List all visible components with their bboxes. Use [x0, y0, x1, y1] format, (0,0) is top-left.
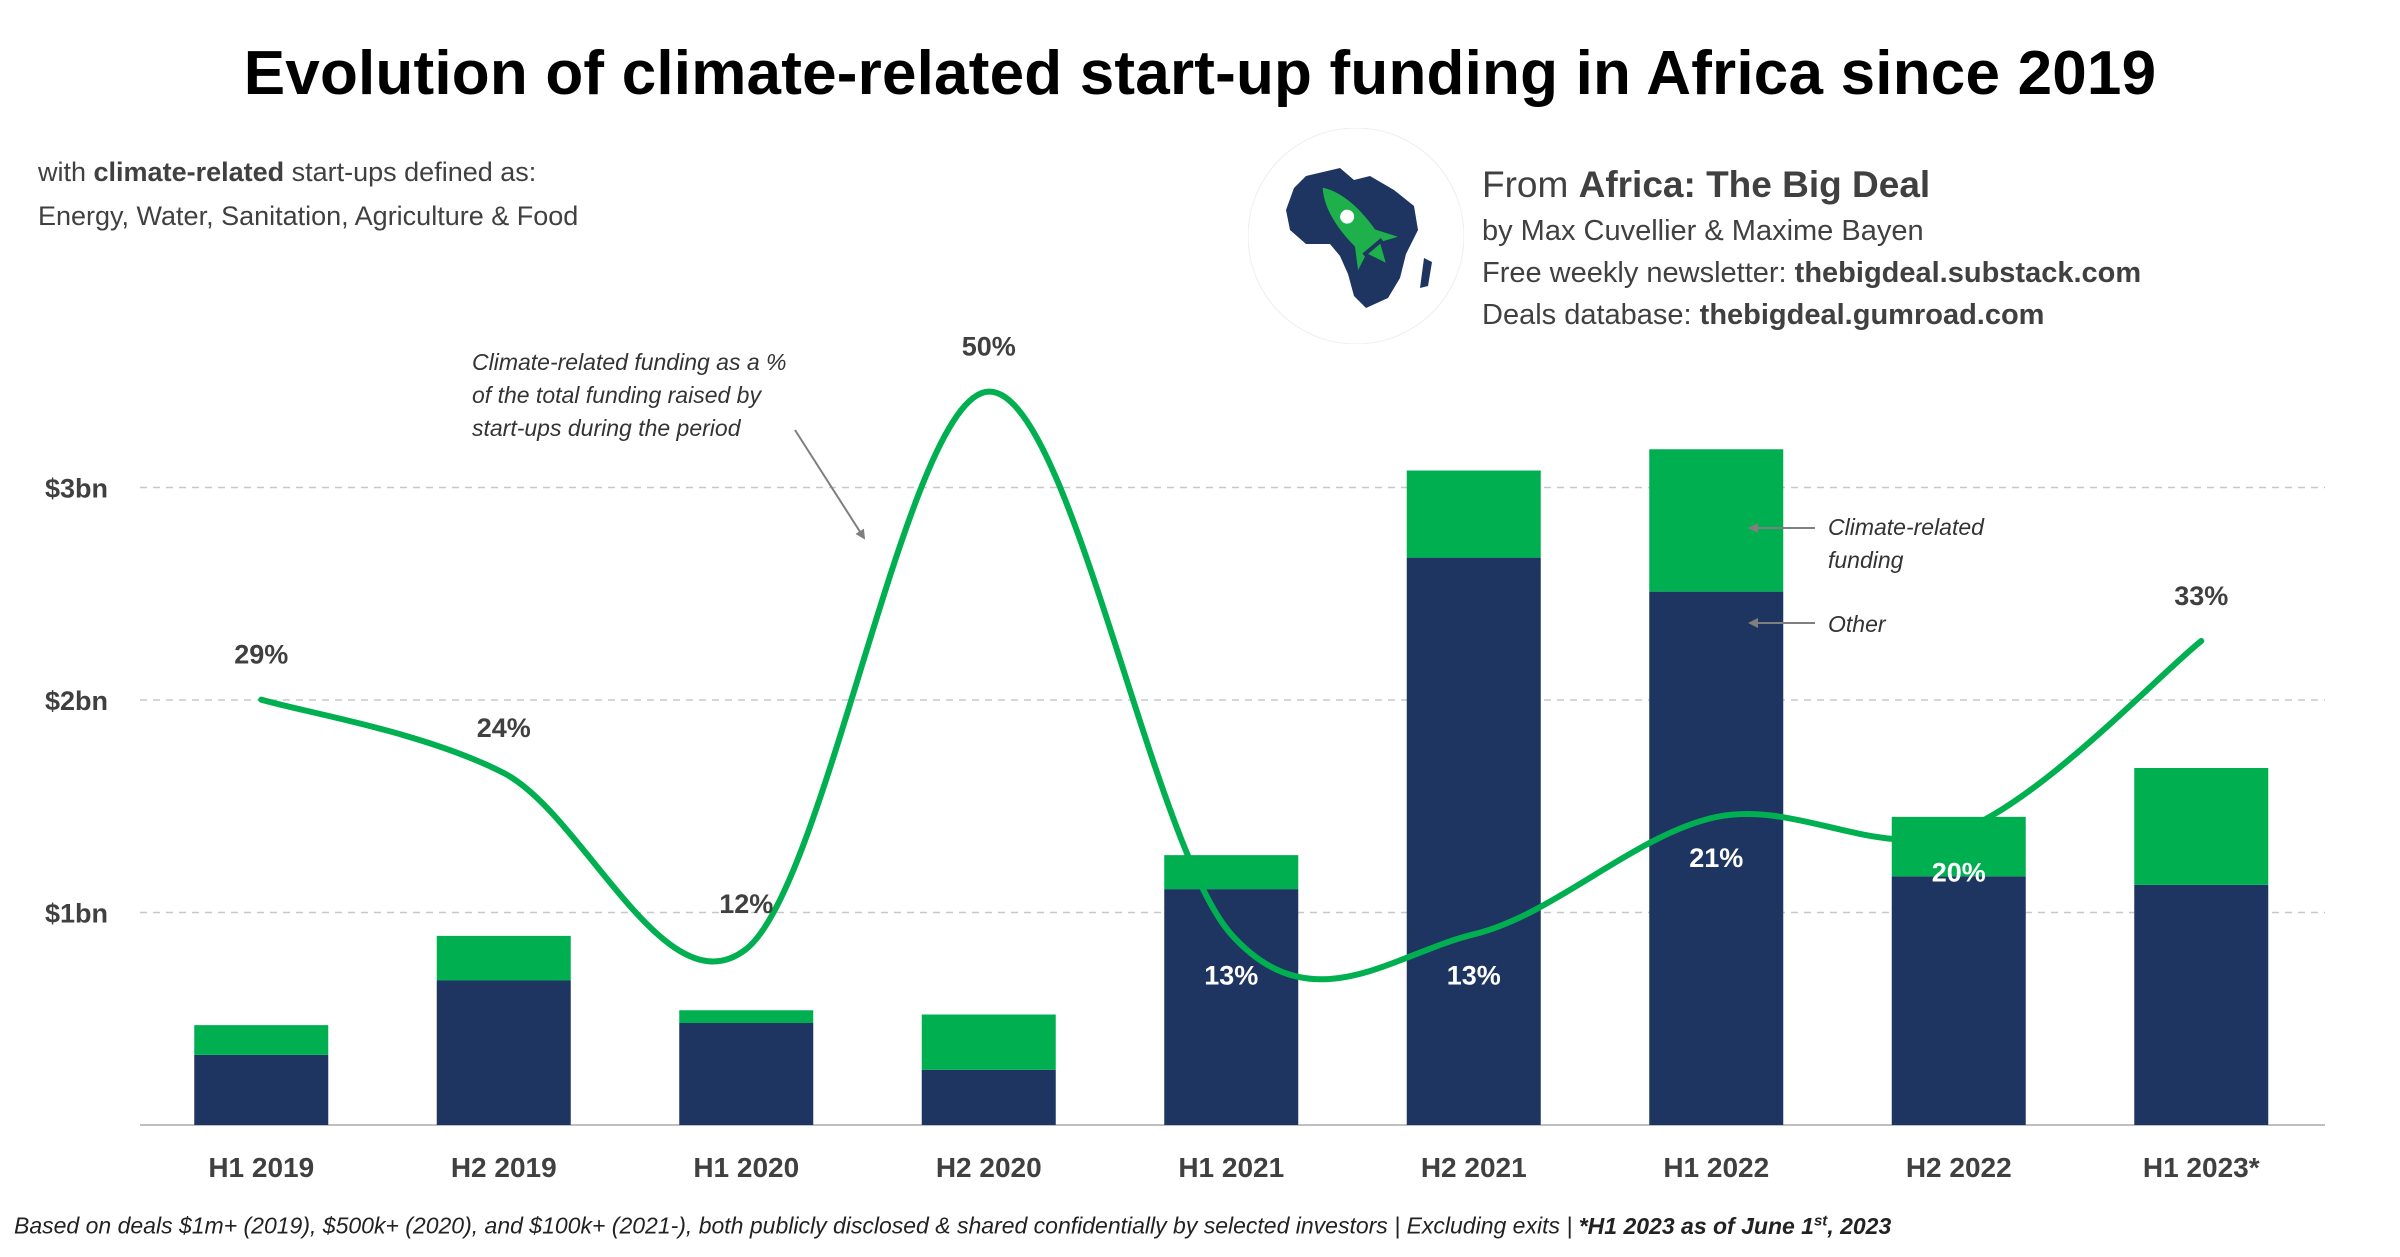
newsletter-link[interactable]: thebigdeal.substack.com — [1794, 257, 2142, 289]
percent-label: 21% — [1689, 843, 1743, 873]
subtitle-bold: climate-related — [93, 157, 285, 187]
bar-climate — [679, 1010, 814, 1023]
x-tick-label: H1 2020 — [693, 1152, 799, 1183]
footnote: Based on deals $1m+ (2019), $500k+ (2020… — [14, 1212, 1892, 1239]
annotation-line-note-2: of the total funding raised by — [472, 382, 762, 408]
source-name: Africa: The Big Deal — [1578, 164, 1931, 205]
source-authors: by Max Cuvellier & Maxime Bayen — [1482, 215, 1924, 247]
footnote-bold: *H1 2023 as of June 1st, 2023 — [1578, 1212, 1892, 1239]
annotation-line-note-3: start-ups during the period — [472, 415, 742, 441]
bar-other — [921, 1069, 1056, 1125]
bar-other — [679, 1023, 814, 1125]
annotation-line-arrow — [794, 429, 866, 540]
annotation-line-note-1: Climate-related funding as a % — [472, 349, 787, 375]
percent-label: 13% — [1447, 960, 1501, 990]
bar-climate — [2134, 768, 2269, 885]
bar-climate — [1164, 855, 1299, 890]
source-block: From Africa: The Big Deal by Max Cuvelli… — [1482, 164, 2142, 331]
percent-label: 50% — [962, 332, 1016, 362]
x-tick-label: H2 2019 — [451, 1152, 557, 1183]
x-tick-label: H2 2020 — [936, 1152, 1042, 1183]
x-tick-label: H1 2019 — [208, 1152, 314, 1183]
africa-rocket-icon — [1248, 128, 1464, 344]
y-tick-label: $2bn — [45, 686, 108, 716]
bar-climate — [921, 1014, 1056, 1070]
x-tick-label: H2 2021 — [1421, 1152, 1527, 1183]
y-tick-label: $3bn — [45, 474, 108, 504]
annotation-other: Other — [1828, 611, 1887, 637]
bar-other — [194, 1054, 329, 1125]
bar-other — [1649, 591, 1784, 1125]
bar-climate — [1406, 470, 1541, 558]
percent-label: 33% — [2174, 581, 2228, 611]
y-tick-label: $1bn — [45, 899, 108, 929]
percent-label: 24% — [477, 713, 531, 743]
bar-climate — [436, 935, 571, 981]
bar-other — [1406, 557, 1541, 1125]
percentage-line — [258, 388, 2205, 983]
annotation-climate-2: funding — [1828, 547, 1904, 573]
percent-label: 12% — [719, 889, 773, 919]
x-tick-label: H1 2022 — [1663, 1152, 1769, 1183]
bar-climate — [1649, 449, 1784, 592]
bar-climate — [1891, 816, 2026, 877]
percent-label: 29% — [234, 640, 288, 670]
chart-title: Evolution of climate-related start-up fu… — [243, 39, 2157, 108]
bar-other — [436, 980, 571, 1125]
x-tick-label: H2 2022 — [1906, 1152, 2012, 1183]
bar-other — [1164, 889, 1299, 1125]
subtitle-line2: Energy, Water, Sanitation, Agriculture &… — [38, 201, 579, 231]
bar-climate — [194, 1025, 329, 1055]
annotation-climate-1: Climate-related — [1828, 514, 1985, 540]
bar-other — [2134, 884, 2269, 1125]
database-link[interactable]: thebigdeal.gumroad.com — [1699, 299, 2045, 331]
bar-other — [1891, 876, 2026, 1125]
chart-subtitle: with climate-related start-ups defined a… — [38, 150, 578, 238]
x-tick-label: H1 2023* — [2143, 1152, 2260, 1183]
percent-label: 20% — [1932, 858, 1986, 888]
x-tick-label: H1 2021 — [1178, 1152, 1284, 1183]
percent-label: 13% — [1204, 960, 1258, 990]
